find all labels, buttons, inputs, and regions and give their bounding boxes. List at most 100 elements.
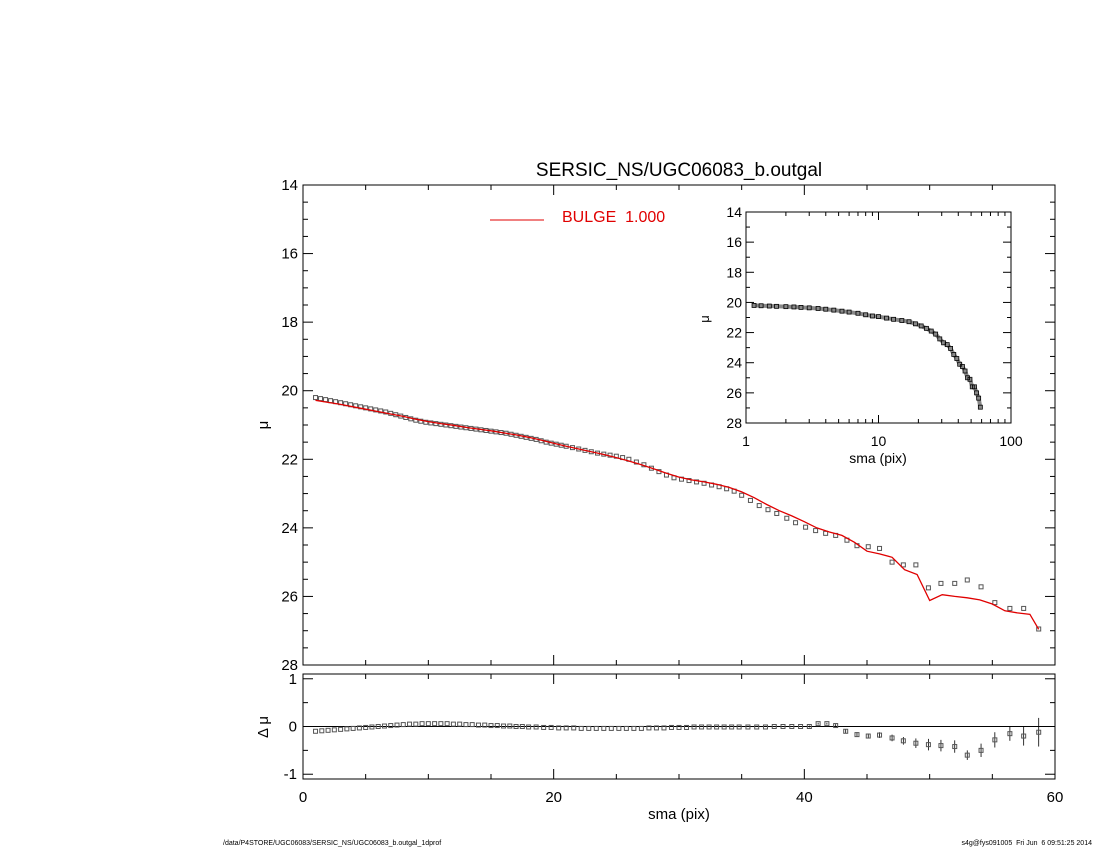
residual-point (964, 752, 970, 758)
residual-point (925, 742, 931, 748)
residual-point (407, 721, 413, 727)
residual-point (331, 727, 337, 733)
residual-point (762, 724, 768, 730)
residual-point (1007, 731, 1013, 737)
inset-y-tick-label: 26 (726, 385, 742, 401)
residual-point (608, 725, 614, 731)
data-point (318, 396, 324, 402)
data-point (323, 397, 329, 403)
data-point (756, 503, 762, 509)
residual-point (438, 721, 444, 727)
inset-data (751, 303, 983, 410)
x-tick-label: 0 (299, 789, 307, 806)
inset-data-point (791, 304, 797, 310)
residual-point (482, 722, 488, 728)
x-axis-label: sma (pix) (648, 806, 710, 823)
y-tick-label: 20 (281, 383, 298, 400)
inset-plot-panel: 14 16 18 20 22 24 26 281 10 100 μ sma (pix) (697, 204, 1023, 466)
data-point (877, 545, 883, 551)
residual-point (913, 740, 919, 746)
data-point (765, 507, 771, 513)
inset-data-point (891, 316, 896, 322)
inset-data-point (876, 314, 881, 319)
main-plot-panel: 14 16 18 20 22 24 26 28 μ BULGE 1.000 (255, 177, 1056, 674)
residual-y-axis-label: Δ μ (255, 716, 272, 738)
residual-point (833, 723, 839, 729)
residual-point (425, 721, 431, 727)
inset-data-point (972, 384, 977, 390)
data-point (373, 407, 379, 413)
residual-point (706, 724, 712, 730)
residual-point (444, 721, 450, 727)
residual-point (526, 724, 532, 730)
footer-file-path: /data/P4STORE/UGC06083/SERSIC_NS/UGC0608… (223, 840, 442, 847)
inset-x-tick-label: 100 (999, 433, 1023, 449)
inset-data-point (798, 305, 804, 310)
residual-point (646, 725, 652, 731)
residual-y-tick-label: 1 (289, 671, 297, 688)
data-point (889, 559, 895, 565)
residual-point (593, 725, 599, 731)
data-point (747, 497, 753, 503)
data-point (363, 405, 369, 411)
inset-data-point (933, 331, 939, 337)
data-point (813, 528, 819, 534)
residual-point (375, 724, 381, 729)
residual-point (488, 723, 494, 729)
data-point (1036, 626, 1042, 632)
data-point (1007, 605, 1013, 611)
residual-point (363, 724, 369, 730)
y-tick-label: 18 (281, 314, 298, 331)
residual-point (388, 723, 394, 729)
data-point (913, 562, 919, 568)
residual-point (556, 725, 562, 731)
residual-point (469, 722, 475, 728)
data-point (964, 577, 970, 583)
residual-point (938, 743, 944, 749)
residual-point (400, 722, 406, 728)
data-point (978, 584, 984, 590)
residual-point (736, 724, 742, 730)
data-point (739, 492, 745, 498)
main-axes: 14 16 18 20 22 24 26 28 (281, 177, 1056, 674)
residual-point (494, 723, 500, 729)
footer-timestamp: s4g@fys091005 Fri Jun 6 09:51:25 2014 (961, 840, 1092, 847)
inset-y-axis-label: μ (697, 315, 712, 323)
residual-point (563, 725, 569, 731)
data-point (793, 520, 799, 526)
residual-point (780, 724, 786, 729)
inset-profile-band (752, 303, 983, 410)
residual-point (1021, 733, 1027, 739)
residual-point (668, 724, 674, 730)
residual-point (419, 721, 425, 727)
inset-data-point (751, 303, 757, 308)
inset-data-point (924, 325, 929, 331)
residual-point (789, 724, 795, 729)
inset-data-point (846, 309, 852, 315)
inset-data-point (951, 352, 957, 357)
main-y-axis-label: μ (255, 421, 272, 430)
inset-y-tick-label: 24 (726, 355, 742, 371)
residual-point (519, 724, 525, 729)
data-point (823, 530, 829, 536)
residual-point (854, 732, 860, 738)
residual-point (653, 725, 659, 731)
inset-data-point (918, 323, 924, 329)
residual-point (394, 722, 400, 728)
x-tick-label: 60 (1047, 789, 1064, 806)
data-point (313, 395, 319, 401)
residual-point (616, 725, 622, 731)
x-tick-label: 20 (545, 789, 562, 806)
residual-point (865, 733, 871, 739)
inset-data-point (758, 303, 764, 309)
residual-point (745, 724, 751, 730)
data-point (1021, 605, 1027, 611)
bulge-model-line (315, 399, 1040, 630)
inset-x-tick-label: 1 (742, 433, 750, 449)
residual-point (877, 732, 883, 738)
inset-y-tick-label: 20 (726, 294, 742, 310)
y-tick-label: 16 (281, 246, 298, 263)
legend-label: BULGE 1.000 (562, 209, 665, 226)
